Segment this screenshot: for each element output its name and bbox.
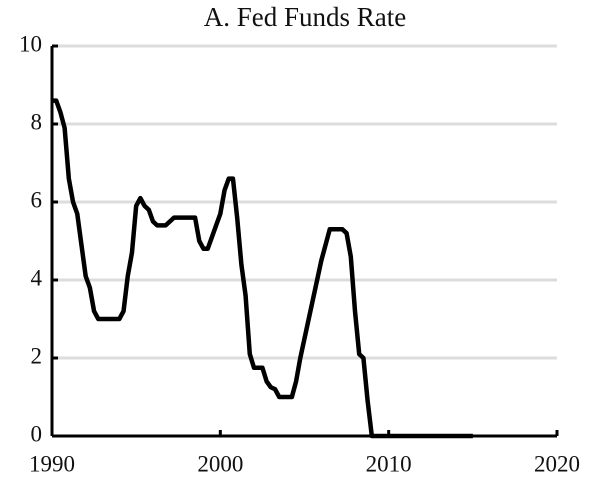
x-tick-label: 1990: [29, 451, 75, 476]
line: [52, 98, 473, 439]
y-tick-label: 2: [31, 343, 43, 368]
y-tick-label: 10: [19, 31, 42, 56]
y-tick-label: 6: [31, 187, 43, 212]
y-tick-label: 8: [31, 109, 43, 134]
y-tick-label: 4: [31, 265, 43, 290]
chart-title: A. Fed Funds Rate: [204, 2, 407, 32]
x-tick-label: 2010: [366, 451, 412, 476]
x-tick-label: 2000: [197, 451, 243, 476]
y-tick-label: 0: [31, 421, 43, 446]
x-tick-label: 2020: [534, 451, 580, 476]
